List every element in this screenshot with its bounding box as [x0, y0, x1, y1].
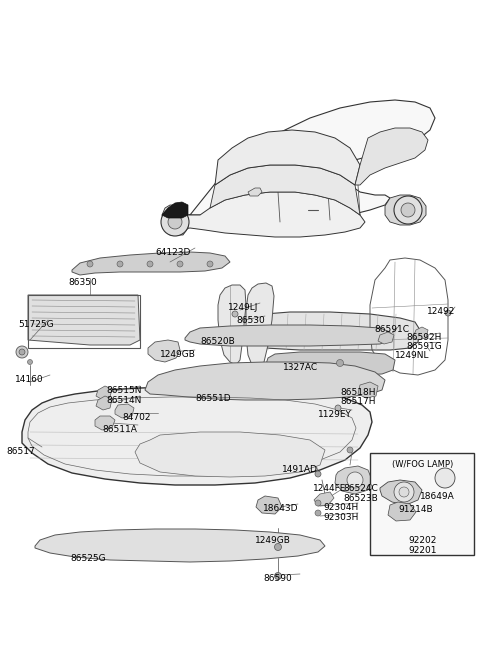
Text: 91214B: 91214B — [398, 505, 432, 514]
Text: 1249GB: 1249GB — [255, 536, 291, 545]
Text: 12492: 12492 — [427, 307, 456, 316]
Polygon shape — [355, 128, 428, 185]
Polygon shape — [413, 327, 428, 340]
Circle shape — [445, 310, 451, 316]
Polygon shape — [96, 396, 112, 410]
Text: 92304H: 92304H — [323, 503, 358, 512]
Text: 86518H: 86518H — [340, 388, 375, 397]
Polygon shape — [256, 496, 282, 514]
Circle shape — [315, 471, 321, 477]
Circle shape — [394, 196, 422, 224]
Circle shape — [401, 203, 415, 217]
Circle shape — [117, 261, 123, 267]
Polygon shape — [175, 192, 365, 237]
Text: 1244FE: 1244FE — [313, 484, 347, 493]
Text: (W/FOG LAMP): (W/FOG LAMP) — [392, 460, 453, 469]
Polygon shape — [95, 416, 115, 430]
Circle shape — [168, 215, 182, 229]
Polygon shape — [335, 466, 372, 494]
Text: 86524C: 86524C — [343, 484, 378, 493]
Polygon shape — [358, 382, 378, 398]
Text: 86530: 86530 — [236, 316, 265, 325]
Text: 86350: 86350 — [68, 278, 97, 287]
Polygon shape — [35, 529, 325, 562]
Polygon shape — [265, 352, 395, 375]
Polygon shape — [148, 340, 180, 362]
Circle shape — [347, 472, 363, 488]
Polygon shape — [115, 404, 134, 418]
Text: 51725G: 51725G — [18, 320, 54, 329]
Circle shape — [347, 447, 353, 453]
Polygon shape — [246, 283, 274, 368]
Circle shape — [87, 261, 93, 267]
Polygon shape — [248, 188, 262, 196]
Circle shape — [336, 360, 344, 366]
Text: 1249GB: 1249GB — [160, 350, 196, 359]
Text: 86551D: 86551D — [195, 394, 230, 403]
Text: 92202: 92202 — [408, 536, 436, 545]
Text: 84702: 84702 — [122, 413, 151, 422]
Text: 1129EY: 1129EY — [318, 410, 352, 419]
Text: 1249LJ: 1249LJ — [228, 303, 258, 312]
Polygon shape — [96, 386, 112, 400]
Polygon shape — [385, 195, 426, 225]
Text: 92201: 92201 — [408, 546, 436, 555]
Text: 64123D: 64123D — [155, 248, 191, 257]
Circle shape — [27, 360, 33, 364]
Circle shape — [394, 482, 414, 502]
Polygon shape — [145, 362, 385, 400]
Text: 1491AD: 1491AD — [282, 465, 318, 474]
Text: 86591G: 86591G — [406, 342, 442, 351]
Circle shape — [207, 261, 213, 267]
Polygon shape — [185, 325, 390, 346]
Polygon shape — [72, 252, 230, 275]
Polygon shape — [168, 100, 435, 235]
Polygon shape — [215, 130, 360, 185]
Text: 18649A: 18649A — [420, 492, 455, 501]
Polygon shape — [388, 502, 416, 521]
Circle shape — [275, 572, 281, 579]
Text: 86515N: 86515N — [106, 386, 142, 395]
Circle shape — [335, 405, 341, 411]
Polygon shape — [22, 387, 372, 485]
Circle shape — [147, 261, 153, 267]
Polygon shape — [210, 165, 360, 215]
Circle shape — [368, 484, 372, 490]
Text: 86590: 86590 — [263, 574, 292, 583]
Polygon shape — [314, 492, 334, 506]
Circle shape — [177, 261, 183, 267]
Text: 1327AC: 1327AC — [283, 363, 318, 372]
Circle shape — [19, 349, 25, 355]
Text: 14160: 14160 — [15, 375, 44, 384]
Circle shape — [315, 510, 321, 516]
Polygon shape — [378, 332, 394, 344]
Text: 18643D: 18643D — [263, 504, 299, 513]
Circle shape — [161, 208, 189, 236]
Text: 86520B: 86520B — [200, 337, 235, 346]
Text: 86591C: 86591C — [374, 325, 409, 334]
Text: 86525G: 86525G — [70, 554, 106, 563]
Bar — [370, 453, 474, 555]
Polygon shape — [380, 480, 422, 505]
Text: 92303H: 92303H — [323, 513, 359, 522]
Polygon shape — [162, 202, 188, 218]
Circle shape — [435, 468, 455, 488]
Text: 86517: 86517 — [6, 447, 35, 456]
Circle shape — [315, 500, 321, 506]
Text: 86514N: 86514N — [106, 396, 142, 405]
Circle shape — [16, 346, 28, 358]
Circle shape — [232, 311, 238, 317]
Text: 86511A: 86511A — [102, 425, 137, 434]
Polygon shape — [28, 295, 140, 345]
Polygon shape — [218, 285, 246, 365]
Polygon shape — [162, 205, 188, 235]
Text: 86517H: 86517H — [340, 397, 375, 406]
Circle shape — [399, 487, 409, 497]
Circle shape — [275, 543, 281, 550]
Text: 1249NL: 1249NL — [395, 351, 430, 360]
Text: 86592H: 86592H — [406, 333, 442, 342]
Polygon shape — [135, 432, 325, 477]
Text: 86523B: 86523B — [343, 494, 378, 503]
Polygon shape — [250, 312, 420, 350]
